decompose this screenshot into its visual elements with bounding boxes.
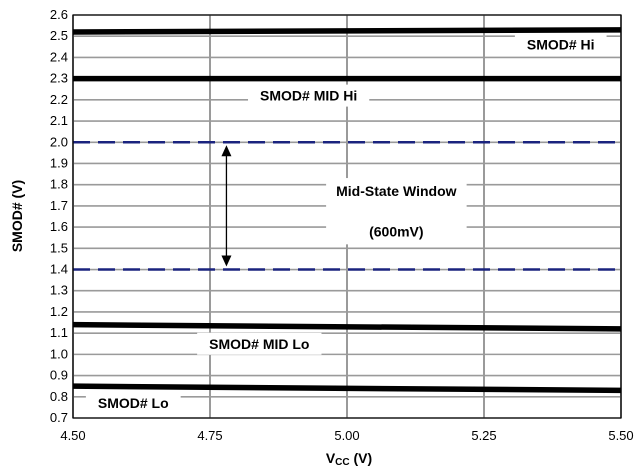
x-tick-label: 5.00 — [334, 428, 359, 443]
series-line — [72, 383, 622, 394]
x-axis-label-sub: CC — [335, 457, 349, 468]
x-tick-label: 4.50 — [60, 428, 85, 443]
y-tick-label: 1.6 — [50, 219, 68, 234]
plot-frame — [72, 14, 622, 419]
y-tick-label: 2.3 — [50, 71, 68, 86]
arrow-head-up — [221, 145, 232, 157]
series-annotation-background — [197, 332, 322, 355]
x-tick-label: 4.75 — [197, 428, 222, 443]
series-annotation-background — [248, 84, 370, 107]
tick-layer: 0.7 0.8 0.9 1.0 1.1 1.2 1.3 1.4 1.5 1.6 1.7 1.8 1.9 2… — [50, 7, 634, 443]
y-tick-label: 1.9 — [50, 155, 68, 170]
x-axis-label-unit: (V) — [350, 450, 373, 466]
y-tick-label: 2.4 — [50, 49, 68, 64]
y-tick-label: 2.5 — [50, 28, 68, 43]
series-line — [72, 27, 622, 35]
series-annotation-background — [514, 33, 607, 56]
x-tick-label: 5.25 — [471, 428, 496, 443]
series-layer — [72, 27, 622, 394]
series-annotation: SMOD# Hi — [527, 37, 595, 53]
y-tick-label: 1.4 — [50, 262, 68, 277]
x-axis-label-main: V — [326, 450, 336, 466]
x-tick-label: 5.50 — [608, 428, 633, 443]
y-tick-label: 1.8 — [50, 177, 68, 192]
y-tick-label: 2.0 — [50, 134, 68, 149]
window-label-background — [326, 178, 467, 245]
x-axis-label: VCC (V) — [326, 450, 372, 468]
y-tick-label: 2.2 — [50, 92, 68, 107]
y-tick-label: 2.6 — [50, 7, 68, 22]
y-tick-label: 2.1 — [50, 113, 68, 128]
series-annotation: SMOD# MID Hi — [260, 88, 357, 104]
y-tick-label: 1.1 — [50, 325, 68, 340]
y-tick-label: 0.9 — [50, 368, 68, 383]
arrow-head-down — [221, 255, 232, 267]
series-annotation: SMOD# Lo — [98, 395, 169, 411]
window-label-line2: (600mV) — [369, 223, 423, 239]
y-tick-label: 0.7 — [50, 410, 68, 425]
window-label-line1: Mid-State Window — [336, 183, 457, 199]
y-tick-label: 1.3 — [50, 283, 68, 298]
y-tick-label: 1.5 — [50, 240, 68, 255]
y-tick-label: 1.2 — [50, 304, 68, 319]
series-annotation: SMOD# MID Lo — [209, 336, 309, 352]
y-tick-label: 1.7 — [50, 198, 68, 213]
series-line — [72, 321, 622, 332]
annotation-layer: SMOD# Hi SMOD# MID Hi SMOD# MID Lo SMOD# Lo… — [85, 33, 607, 415]
y-tick-label: 0.8 — [50, 389, 68, 404]
y-tick-label: 1.0 — [50, 346, 68, 361]
y-axis-label: SMOD# (V) — [9, 180, 25, 252]
series-annotation-background — [85, 392, 181, 415]
